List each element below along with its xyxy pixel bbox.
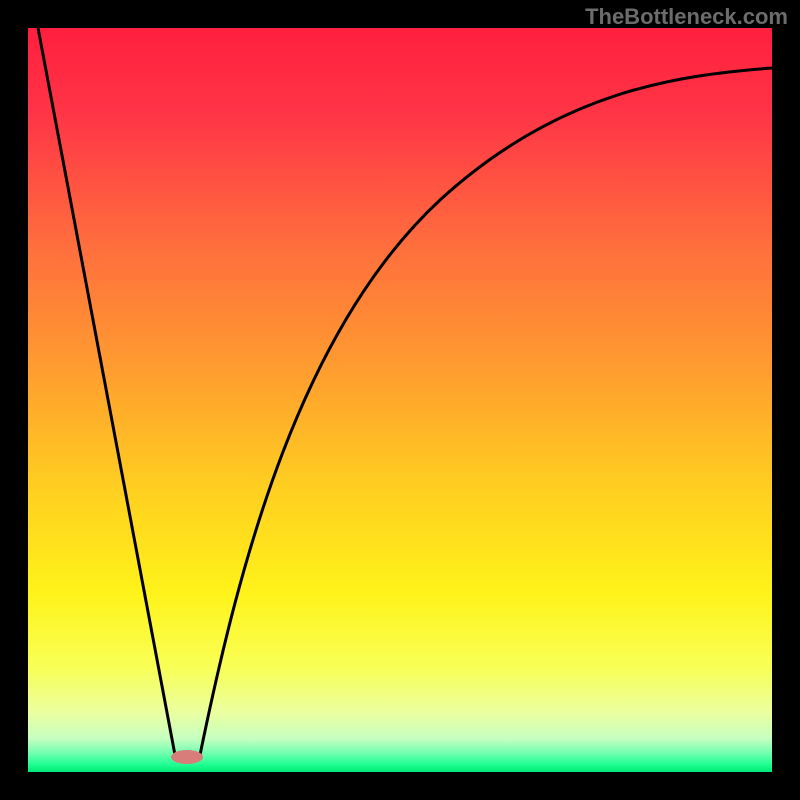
valley-marker [171, 750, 203, 764]
chart-container: TheBottleneck.com [0, 0, 800, 800]
plot-background [28, 28, 772, 772]
chart-svg [0, 0, 800, 800]
watermark-text: TheBottleneck.com [585, 4, 788, 30]
